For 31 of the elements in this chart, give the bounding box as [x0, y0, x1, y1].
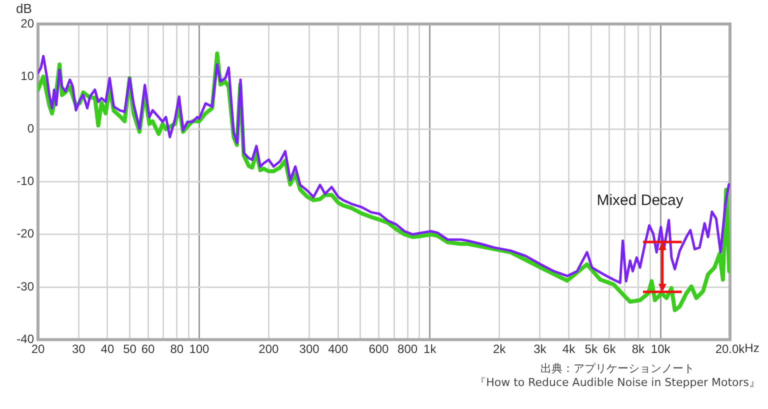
y-tick-label: 10	[20, 68, 34, 83]
x-tick-label: 8k	[632, 342, 646, 356]
x-tick-label: 60	[141, 342, 156, 356]
x-tick-label: 300	[299, 342, 320, 356]
y-tick-label: -10	[16, 174, 34, 188]
x-tick-label: 100	[189, 342, 210, 356]
x-tick-label: 10k	[650, 342, 672, 356]
x-tick-label: 30	[72, 342, 86, 356]
x-tick-label: 2k	[492, 342, 507, 356]
series-label: Mixed Decay	[596, 192, 684, 209]
x-tick-label: 400	[328, 342, 348, 356]
x-tick-label: 50	[123, 342, 137, 356]
y-tick-label: -30	[16, 279, 34, 294]
x-tick-label: 4k	[562, 342, 576, 356]
x-tick-label: 20.0k	[715, 342, 746, 356]
x-axis-title: Hz	[744, 340, 760, 355]
x-tick-label: 6k	[603, 342, 617, 356]
x-tick-label: 5k	[584, 342, 598, 356]
y-tick-label: 20	[20, 16, 34, 30]
text: 『How to Reduce Audible Noise in Stepper Motors』	[475, 376, 760, 390]
x-tick-label: 200	[258, 342, 279, 356]
source-note: 出典：アプリケーションノート	[540, 362, 696, 376]
y-tick-label: 0	[27, 122, 34, 136]
y-tick-label: -20	[16, 226, 34, 241]
x-tick-label: 600	[368, 342, 390, 356]
x-tick-label: 3k	[534, 342, 548, 356]
x-tick-label: 40	[100, 342, 114, 356]
x-tick-label: 800	[398, 342, 418, 356]
x-tick-label: 1k	[424, 342, 438, 356]
x-tick-label: 80	[170, 342, 184, 356]
y-axis-title: dB	[16, 1, 32, 16]
